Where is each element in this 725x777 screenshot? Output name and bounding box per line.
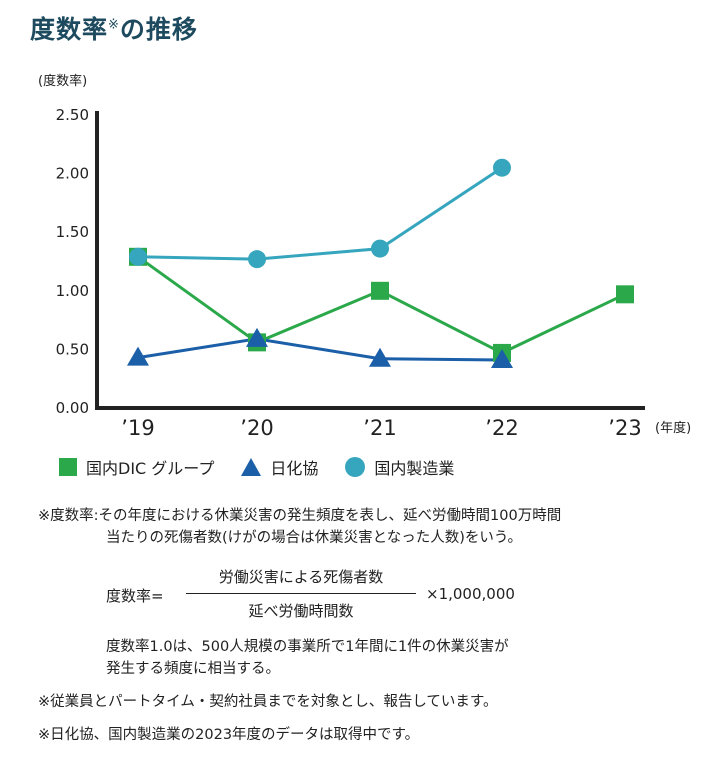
y-tick-label: 0.50 (56, 340, 89, 358)
data-point-triangle (369, 347, 391, 367)
y-axis-unit-label: (度数率) (38, 74, 88, 89)
data-point-square (371, 281, 389, 300)
page-title: 度数率※の推移 (30, 15, 198, 44)
x-tick-label: ’21 (363, 416, 396, 440)
series-line-circle (137, 166, 503, 261)
series-line-triangle (137, 337, 503, 362)
footnote-data-pending: ※日化協、国内製造業の2023年度のデータは取得中です。 (38, 727, 420, 743)
data-point-triangle (491, 348, 513, 368)
data-point-circle (248, 250, 266, 269)
y-tick-labels: 0.00 0.50 1.00 1.50 2.00 2.50 (56, 106, 89, 417)
data-point-circle (493, 158, 511, 177)
x-tick-label: ’23 (608, 416, 641, 440)
legend-label: 国内DIC グループ (86, 459, 215, 478)
data-point-square (616, 285, 634, 304)
formula-denominator: 延べ労働時間数 (248, 602, 354, 620)
data-point-circle (371, 239, 389, 258)
fraction-bar (186, 593, 416, 594)
x-axis-unit-label: (年度) (655, 420, 691, 436)
formula: 度数率= 労働災害による死傷者数 延べ労働時間数 ×1,000,000 (106, 566, 626, 626)
chart-legend: 国内DIC グループ 日化協 国内製造業 (58, 455, 480, 479)
note-line: 当たりの死傷者数(けがの場合は休業災害となった人数)をいう。 (106, 530, 523, 546)
note-line: 度数率1.0は、500人規模の事業所で1年間に1件の休業災害が (106, 639, 509, 655)
data-point-triangle (127, 346, 149, 366)
legend-item-manufacturing: 国内製造業 (344, 455, 454, 479)
note-line: ※度数率:その年度における休業災害の発生頻度を表し、延べ労働時間100万時間 (38, 508, 562, 524)
formula-lhs: 度数率= (106, 587, 164, 605)
y-tick-label: 2.00 (56, 165, 89, 183)
square-marker-icon (59, 458, 77, 476)
x-tick-label: ’20 (240, 416, 273, 440)
legend-label: 国内製造業 (374, 459, 455, 478)
circle-marker-icon (345, 457, 366, 477)
example-note: 度数率1.0は、500人規模の事業所で1年間に1件の休業災害が 発生する頻度に相… (106, 636, 509, 680)
y-tick-label: 1.00 (56, 282, 89, 300)
x-tick-labels: ’19 ’20 ’21 ’22 ’23 (121, 416, 641, 440)
legend-item-dic: 国内DIC グループ (58, 455, 214, 479)
footnote-mark: ※ (108, 17, 120, 33)
note-line: 発生する頻度に相当する。 (106, 661, 280, 677)
y-tick-label: 0.00 (56, 399, 89, 417)
footnote-scope: ※従業員とパートタイム・契約社員までを対象とし、報告しています。 (38, 694, 498, 710)
series-lines (137, 166, 626, 362)
y-tick-label: 2.50 (56, 106, 89, 124)
series-line-square (137, 255, 626, 355)
formula-numerator: 労働災害による死傷者数 (218, 568, 384, 586)
series-markers (127, 158, 634, 368)
legend-label: 日化協 (270, 459, 319, 478)
x-tick-label: ’22 (485, 416, 518, 440)
y-tick-label: 1.50 (56, 223, 89, 241)
chart-axes (95, 111, 645, 410)
line-chart: ’19 ’20 ’21 ’22 ’23 0.00 0.50 1.00 1.50 2.00 2.50… (56, 106, 692, 440)
formula-multiplier: ×1,000,000 (426, 585, 515, 603)
data-point-triangle (246, 327, 268, 347)
definition-note: ※度数率:その年度における休業災害の発生頻度を表し、延べ労働時間100万時間 当… (38, 505, 708, 549)
data-point-circle (129, 247, 147, 266)
triangle-marker-icon (241, 458, 262, 476)
x-tick-label: ’19 (121, 416, 154, 440)
legend-item-jcia: 日化協 (240, 455, 318, 479)
